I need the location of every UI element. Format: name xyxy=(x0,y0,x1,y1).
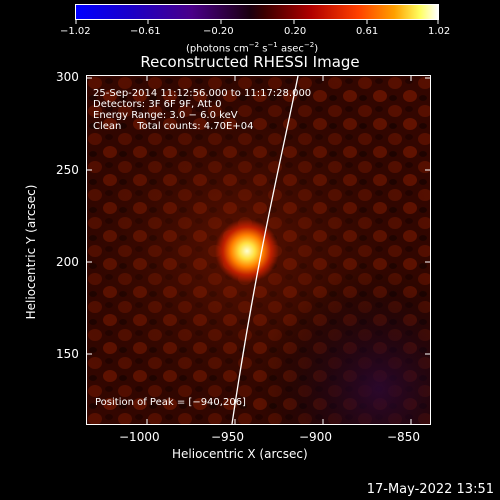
rhessi-map xyxy=(87,76,430,424)
units-text: ) xyxy=(314,43,319,55)
x-axis-label: Heliocentric X (arcsec) xyxy=(172,447,308,461)
colorbar-ticks xyxy=(75,19,439,24)
y-tick-label: 300 xyxy=(56,70,79,84)
clean-counts: Clean Total counts: 4.70E+04 xyxy=(93,121,254,132)
colorbar-tick-label: −1.02 xyxy=(60,26,91,37)
colorbar xyxy=(75,4,439,20)
y-axis-label: Heliocentric Y (arcsec) xyxy=(24,184,38,320)
y-tick-label: 250 xyxy=(56,163,79,177)
units-exponent: −2 xyxy=(303,41,315,49)
image-panel: 25-Sep-2014 11:12:56.000 to 11:17:28.000… xyxy=(86,75,431,425)
solar-limb xyxy=(231,76,299,424)
flare-source xyxy=(215,219,279,283)
colorbar-tick-label: 1.02 xyxy=(428,26,451,37)
colorbar-units: (photons cm−2 s−1 asec−2) xyxy=(186,39,318,55)
info-block: 25-Sep-2014 11:12:56.000 to 11:17:28.000… xyxy=(93,88,311,132)
units-exponent: −1 xyxy=(267,41,278,49)
units-text: (photons cm xyxy=(186,43,249,55)
x-tick-label: −900 xyxy=(299,430,332,444)
colorbar-tick-label: −0.20 xyxy=(203,26,234,37)
colorbar-tick-label: 0.61 xyxy=(356,26,379,37)
units-exponent: −2 xyxy=(248,41,260,49)
detectors: Detectors: 3F 6F 9F, Att 0 xyxy=(93,99,222,110)
peak-position: Position of Peak = [−940,206] xyxy=(95,397,246,408)
energy-range: Energy Range: 3.0 − 6.0 keV xyxy=(93,110,238,121)
y-tick-label: 200 xyxy=(56,255,79,269)
x-tick-label: −1000 xyxy=(119,430,160,444)
image-title: Reconstructed RHESSI Image xyxy=(140,53,360,71)
colorbar-tick-label: 0.20 xyxy=(284,26,307,37)
y-tick-label: 150 xyxy=(56,347,79,361)
units-text: asec xyxy=(277,43,304,55)
units-text: s xyxy=(259,43,268,55)
colorbar-tick-label: −0.61 xyxy=(130,26,161,37)
timestamp: 17-May-2022 13:51 xyxy=(366,482,494,497)
x-tick-label: −850 xyxy=(387,430,420,444)
time-range: 25-Sep-2014 11:12:56.000 to 11:17:28.000 xyxy=(93,88,312,99)
x-tick-label: −950 xyxy=(211,430,244,444)
